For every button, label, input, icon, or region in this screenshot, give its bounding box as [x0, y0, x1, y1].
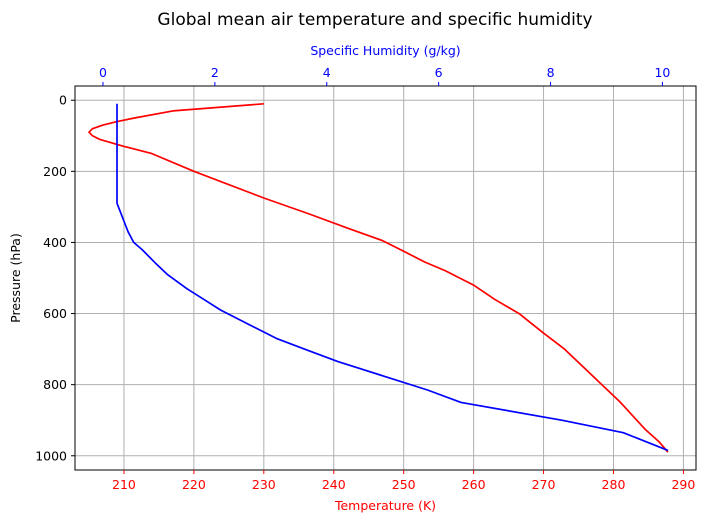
x-bottom-tick-label: 250	[392, 477, 416, 492]
x-top-tick-label: 4	[323, 65, 331, 80]
y-tick-label: 0	[59, 93, 67, 108]
y-tick-label: 200	[43, 164, 67, 179]
x-top-tick-label: 0	[99, 65, 107, 80]
series-lines	[88, 102, 669, 453]
y-tick-label: 600	[43, 306, 67, 321]
x-bottom-tick-label: 240	[322, 477, 346, 492]
humidity-series-line	[116, 103, 669, 452]
y-tick-label: 800	[43, 377, 67, 392]
x-bottom-tick-label: 210	[112, 477, 136, 492]
y-tick-label: 400	[43, 235, 67, 250]
x-top-tick-label: 2	[211, 65, 219, 80]
x-top-tick-label: 6	[435, 65, 443, 80]
x-axis-top-label: Specific Humidity (g/kg)	[310, 43, 460, 58]
axes-ticks: 210 220 230 240 250 260 270 280 2900200400600800…	[35, 65, 695, 492]
temperature-series-line	[88, 102, 669, 453]
plot-frame	[74, 85, 697, 471]
x-axis-bottom-label: Temperature (K)	[334, 498, 436, 513]
x-bottom-tick-label: 260	[462, 477, 486, 492]
x-bottom-tick-label: 270	[532, 477, 556, 492]
x-bottom-tick-label: 280	[602, 477, 626, 492]
chart-title: Global mean air temperature and specific…	[157, 10, 592, 30]
x-top-tick-label: 10	[654, 65, 670, 80]
x-bottom-tick-label: 230	[252, 477, 276, 492]
x-bottom-tick-label: 290	[671, 477, 695, 492]
x-bottom-tick-label: 220	[182, 477, 206, 492]
grid	[75, 86, 696, 470]
x-top-tick-label: 8	[547, 65, 555, 80]
y-tick-label: 1000	[35, 448, 67, 463]
y-axis-label: Pressure (hPa)	[8, 233, 23, 323]
